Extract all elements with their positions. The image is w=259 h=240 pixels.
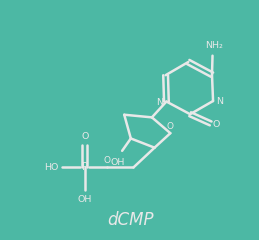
Text: O: O <box>213 120 220 129</box>
Text: N: N <box>216 96 223 106</box>
Text: OH: OH <box>110 158 125 168</box>
Text: HO: HO <box>44 163 58 172</box>
Text: NH₂: NH₂ <box>205 42 223 50</box>
Text: P: P <box>82 162 88 173</box>
Text: O: O <box>167 122 174 131</box>
Text: O: O <box>81 132 88 141</box>
Text: dCMP: dCMP <box>107 211 154 229</box>
Text: O: O <box>104 156 111 165</box>
Text: N: N <box>157 98 164 107</box>
Text: OH: OH <box>77 195 92 204</box>
